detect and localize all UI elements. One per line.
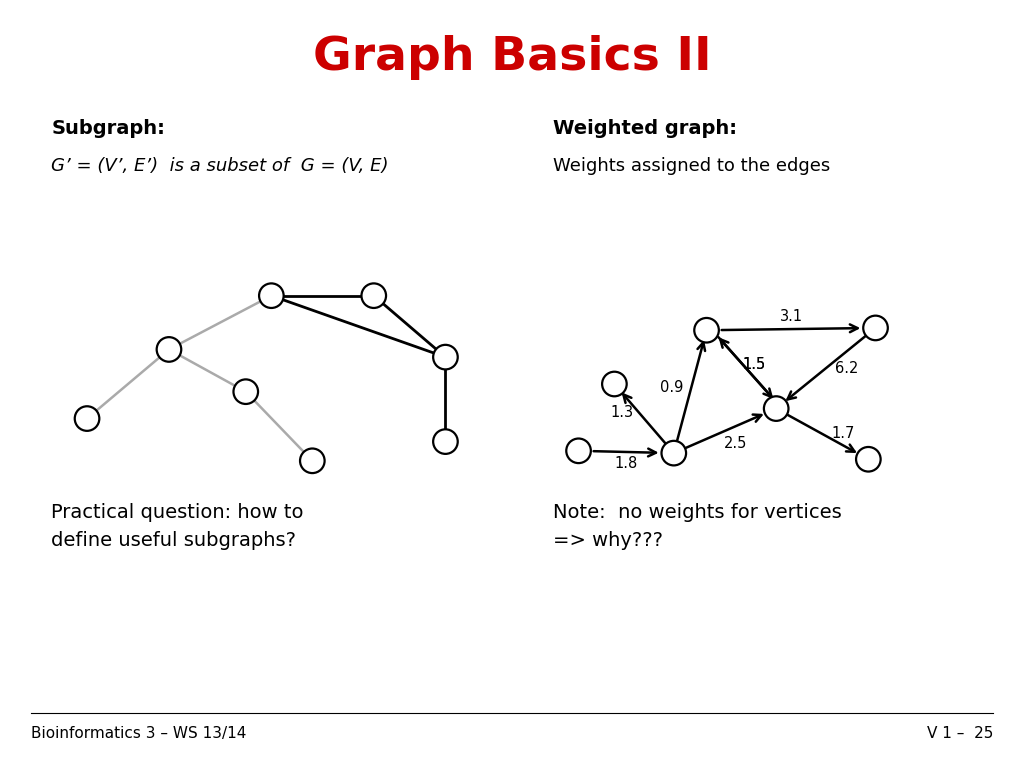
Ellipse shape [157,337,181,362]
Ellipse shape [662,441,686,465]
Ellipse shape [233,379,258,404]
Text: 6.2: 6.2 [835,361,858,376]
Ellipse shape [863,316,888,340]
Ellipse shape [75,406,99,431]
Text: Graph Basics II: Graph Basics II [312,35,712,80]
Text: 2.5: 2.5 [724,435,746,451]
Text: Bioinformatics 3 – WS 13/14: Bioinformatics 3 – WS 13/14 [31,726,246,741]
Text: 3.1: 3.1 [779,310,803,324]
Text: Weighted graph:: Weighted graph: [553,119,737,138]
Text: 1.8: 1.8 [614,456,638,471]
Ellipse shape [300,449,325,473]
Ellipse shape [566,439,591,463]
Text: Note:  no weights for vertices
=> why???: Note: no weights for vertices => why??? [553,503,842,550]
Ellipse shape [856,447,881,472]
Ellipse shape [361,283,386,308]
Text: Practical question: how to
define useful subgraphs?: Practical question: how to define useful… [51,503,304,550]
Text: Subgraph:: Subgraph: [51,119,165,138]
Text: 1.7: 1.7 [831,426,854,442]
Ellipse shape [602,372,627,396]
Text: 1.3: 1.3 [610,405,633,420]
Ellipse shape [433,429,458,454]
Ellipse shape [433,345,458,369]
Text: 0.9: 0.9 [660,380,683,396]
Ellipse shape [764,396,788,421]
Text: 1.5: 1.5 [742,357,765,372]
Text: G’ = (V’, E’)  is a subset of  G = (V, E): G’ = (V’, E’) is a subset of G = (V, E) [51,157,389,175]
Ellipse shape [259,283,284,308]
Ellipse shape [694,318,719,343]
Text: Weights assigned to the edges: Weights assigned to the edges [553,157,830,175]
Text: 1.5: 1.5 [742,357,765,372]
Text: V 1 –  25: V 1 – 25 [927,726,993,741]
